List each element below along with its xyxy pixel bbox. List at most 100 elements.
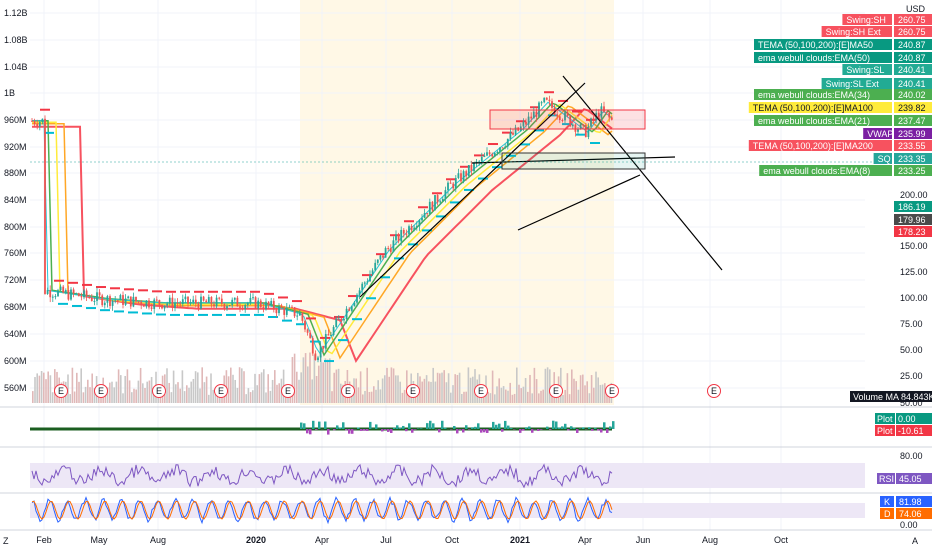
candle-body xyxy=(467,165,470,177)
osc-bar xyxy=(357,427,360,429)
osc-bar xyxy=(555,421,558,429)
volume-bar xyxy=(399,381,401,403)
osc-bar xyxy=(531,429,534,433)
volume-bar xyxy=(221,394,223,403)
volume-bar xyxy=(166,368,168,403)
candle-body xyxy=(330,335,332,337)
time-axis-tick: 2020 xyxy=(246,535,266,545)
timezone-icon[interactable]: Z xyxy=(3,536,9,546)
volume-bar xyxy=(491,370,494,403)
earnings-letter: E xyxy=(156,386,162,396)
time-axis-tick: Jun xyxy=(636,535,651,545)
osc-bar xyxy=(300,422,303,429)
candle-body xyxy=(98,292,101,296)
volume-bar xyxy=(434,381,437,403)
trendline xyxy=(517,174,641,231)
candle-body xyxy=(166,303,169,306)
osc-bar xyxy=(504,420,507,429)
stoch-value-tag xyxy=(896,508,932,519)
candle-body xyxy=(350,306,353,311)
candle-body xyxy=(551,101,553,108)
osc-bar xyxy=(597,429,600,431)
candle-body xyxy=(85,290,88,297)
volume-bar xyxy=(311,379,313,403)
candle-body xyxy=(291,306,293,308)
candle-body xyxy=(223,303,226,309)
candle-body xyxy=(405,233,408,235)
osc-bar xyxy=(477,423,480,429)
candle-body xyxy=(402,229,405,234)
indicator-value-tag xyxy=(894,78,932,89)
osc-bar xyxy=(345,429,348,431)
volume-bar xyxy=(137,380,140,403)
candle-body xyxy=(447,182,449,191)
volume-bar xyxy=(258,374,261,403)
volume-bar xyxy=(120,375,122,403)
osc-bar xyxy=(600,429,603,433)
auto-scale-icon[interactable]: A xyxy=(912,536,918,546)
left-price-axis: 1.12B 1.08B 1.04B 1B 960M 920M 880M 840M 800M 760… xyxy=(4,8,28,393)
osc-bar xyxy=(468,429,471,430)
price-labels: Swing:SH 260.75 Swing:SH Ext 260.75 TEMA (50… xyxy=(748,14,932,176)
candle-body xyxy=(392,240,395,252)
candle-body xyxy=(319,345,322,358)
candle-body xyxy=(64,290,67,293)
volume-bar xyxy=(474,369,476,403)
candle-body xyxy=(309,332,312,339)
left-axis-tick: 880M xyxy=(4,168,27,178)
candle-body xyxy=(605,111,608,113)
volume-bar xyxy=(390,367,393,403)
osc-name: Plot xyxy=(877,414,893,424)
right-axis-tick: 150.00 xyxy=(900,241,928,251)
candle-body xyxy=(270,300,273,306)
indicator-name-tag xyxy=(821,26,892,37)
grid xyxy=(30,0,865,530)
osc-bar xyxy=(450,429,453,430)
volume-bar xyxy=(238,367,241,403)
indicator-name-tag xyxy=(842,64,892,75)
candle-body xyxy=(376,259,379,263)
volume-bar xyxy=(168,382,170,403)
volume-bar xyxy=(170,392,173,403)
indicator-value: 240.02 xyxy=(898,90,926,100)
volume-bar xyxy=(51,392,54,403)
volume-bar xyxy=(252,390,254,403)
volume-bar xyxy=(271,379,274,403)
volume-bar xyxy=(203,382,206,403)
volume-bar xyxy=(45,379,47,403)
volume-bar xyxy=(201,367,203,403)
candle-body xyxy=(408,226,410,235)
candle-body xyxy=(610,117,613,120)
volume-bar xyxy=(254,373,256,403)
osc-bar xyxy=(384,429,387,430)
left-axis-tick: 1.04B xyxy=(4,62,28,72)
osc-bar xyxy=(471,427,474,429)
left-axis-tick: 1B xyxy=(4,88,15,98)
candle-body xyxy=(285,307,288,315)
volume-bar xyxy=(533,367,536,403)
candle-body xyxy=(80,296,83,298)
candle-body xyxy=(241,307,244,310)
time-axis: Feb May Aug 2020 Apr Jul Oct 2021 Apr Jun Aug Oct xyxy=(36,535,788,545)
osc-bar xyxy=(333,429,336,431)
osc-bar xyxy=(459,429,462,430)
volume-bar xyxy=(527,391,529,403)
osc-bar xyxy=(396,425,399,429)
trendline-drawings[interactable] xyxy=(30,75,932,298)
volume-bar xyxy=(188,387,190,403)
candle-body xyxy=(504,146,507,148)
volume-bar xyxy=(395,375,397,403)
candle-body xyxy=(254,297,257,309)
volume-bar xyxy=(247,388,250,403)
candle-body xyxy=(512,132,514,135)
candle-body xyxy=(176,302,179,304)
candle-body xyxy=(470,165,473,172)
osc-bar xyxy=(564,423,567,429)
volume-bar xyxy=(461,393,463,403)
volume-bar xyxy=(364,390,366,403)
indicator-name: Swing:SH Ext xyxy=(826,27,882,37)
stoch-value: 74.06 xyxy=(899,509,922,519)
volume-bar xyxy=(293,353,296,403)
